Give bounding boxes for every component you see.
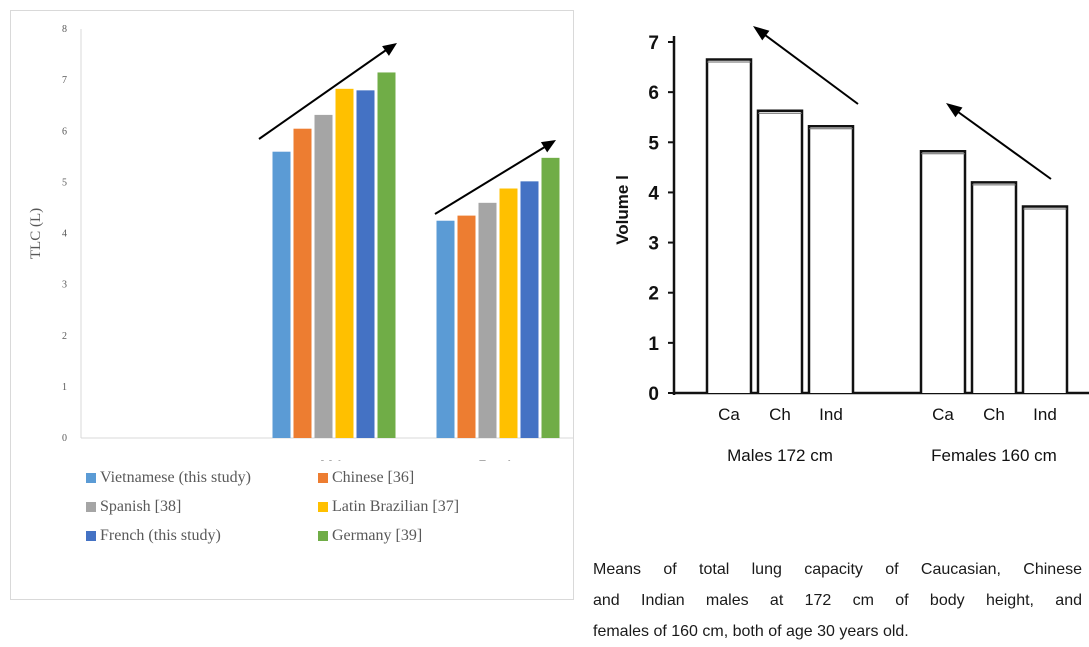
legend-swatch	[86, 501, 96, 512]
x-tick-label: Ch	[769, 405, 791, 424]
legend-label: Chinese [36]	[332, 468, 415, 486]
y-tick-label: 5	[62, 177, 67, 188]
y-tick-label: 4	[648, 183, 659, 204]
bar	[335, 88, 354, 438]
chart-legend: Vietnamese (this study) Chinese [36] Spa…	[86, 463, 556, 550]
bar	[541, 157, 560, 438]
legend-label: Latin Brazilian [37]	[332, 497, 460, 515]
bar	[436, 220, 455, 438]
bar	[356, 90, 375, 438]
bar	[478, 202, 497, 438]
bar	[1021, 205, 1069, 393]
bar	[756, 109, 804, 393]
legend-item: Chinese [36]	[318, 469, 414, 487]
legend-swatch	[318, 472, 328, 483]
legend-swatch	[86, 472, 96, 483]
legend-swatch	[86, 530, 96, 541]
y-tick-label: 4	[62, 229, 67, 240]
volume-bar-chart: 0 1 2 3 4 5 6 7 Volume l Ca Ch Ind Males 172 cm Ca Ch I…	[613, 26, 1089, 465]
x-tick-label: Ca	[718, 405, 740, 424]
bar	[293, 128, 312, 438]
legend-label: Spanish [38]	[100, 497, 182, 515]
legend-item: Vietnamese (this study)	[86, 469, 318, 487]
legend-swatch	[318, 530, 328, 541]
caption-line: Means of total lung capacity of Caucasia…	[593, 561, 1082, 578]
y-tick-label: 6	[648, 83, 659, 104]
y-axis-label: TLC (L)	[28, 208, 44, 259]
y-tick-label: 0	[62, 433, 67, 444]
bar	[457, 215, 476, 438]
legend-label: Vietnamese (this study)	[100, 468, 252, 486]
bar	[919, 150, 967, 393]
arrow-head	[946, 103, 963, 118]
trend-arrow	[953, 108, 1052, 180]
trend-arrow	[434, 144, 549, 215]
y-tick-label: 3	[62, 280, 67, 291]
arrow-head	[540, 140, 556, 153]
bar	[807, 124, 855, 393]
bar	[314, 114, 333, 438]
y-tick-label: 7	[648, 33, 659, 54]
y-tick-label: 2	[62, 331, 67, 342]
trend-arrow	[258, 47, 390, 140]
legend-item: French (this study)	[86, 527, 318, 545]
group-label: Males 172 cm	[727, 446, 833, 465]
bar	[520, 181, 539, 439]
bar	[272, 151, 291, 438]
caption-line: and Indian males at 172 cm of body heigh…	[593, 592, 1082, 609]
y-tick-label: 3	[648, 234, 659, 255]
x-tick-label: Ind	[819, 405, 843, 424]
bar	[705, 58, 753, 393]
x-tick-label: Female	[479, 457, 517, 461]
y-axis-label: Volume l	[613, 175, 632, 245]
y-tick-label: 5	[648, 133, 659, 154]
x-tick-label: Ca	[932, 405, 954, 424]
legend-swatch	[318, 501, 328, 512]
x-tick-label: Male	[321, 457, 348, 461]
caption-line: females of 160 cm, both of age 30 years …	[593, 623, 909, 640]
y-tick-label: 1	[62, 382, 67, 393]
group-label: Females 160 cm	[931, 446, 1057, 465]
bar	[377, 72, 396, 439]
legend-item: Spanish [38]	[86, 498, 318, 516]
y-tick-label: 0	[648, 384, 659, 405]
y-tick-label: 8	[62, 24, 67, 35]
bar	[499, 188, 518, 438]
x-tick-label: Ch	[983, 405, 1005, 424]
y-tick-label: 7	[62, 75, 67, 86]
left-chart-panel: 0 1 2 3 4 5 6 7 8 TLC (L) Male Female Vietnamese (t…	[10, 10, 574, 600]
tlc-bar-chart: 0 1 2 3 4 5 6 7 8 TLC (L) Male Female	[28, 24, 573, 461]
legend-item: Germany [39]	[318, 527, 422, 545]
x-tick-label: Ind	[1033, 405, 1057, 424]
y-tick-label: 1	[648, 334, 659, 355]
bar	[970, 181, 1018, 393]
legend-label: French (this study)	[100, 526, 221, 544]
figure-caption: Means of total lung capacity of Caucasia…	[593, 554, 1089, 647]
trend-arrow	[760, 31, 859, 105]
arrow-head	[753, 26, 770, 41]
y-tick-label: 2	[648, 284, 659, 305]
y-tick-label: 6	[62, 126, 67, 137]
legend-item: Latin Brazilian [37]	[318, 498, 459, 516]
arrow-head	[382, 43, 397, 56]
legend-label: Germany [39]	[332, 526, 423, 544]
